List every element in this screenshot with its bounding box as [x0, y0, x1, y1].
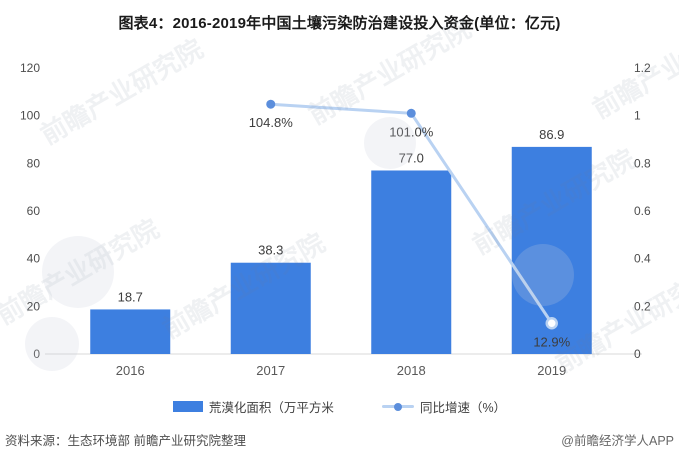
- bar-value-label-2019: 86.9: [539, 127, 564, 142]
- left-axis-tick-3: 60: [27, 204, 41, 218]
- right-axis-tick-0: 0: [634, 347, 641, 361]
- right-axis-tick-2: 0.4: [634, 252, 651, 266]
- bar-value-label-2016: 18.7: [118, 289, 143, 304]
- left-axis-tick-5: 100: [20, 109, 40, 123]
- left-axis-tick-0: 0: [33, 347, 40, 361]
- chart-title: 图表4：2016-2019年中国土壤污染防治建设投入资金(单位：亿元): [118, 15, 561, 32]
- category-label-2017: 2017: [256, 363, 285, 378]
- right-axis-tick-4: 0.8: [634, 156, 651, 170]
- category-label-2019: 2019: [537, 363, 566, 378]
- line-value-label-2019: 12.9%: [533, 334, 570, 349]
- bar-legend-swatch: [172, 401, 203, 412]
- bar-legend-label: 荒漠化面积（万平方米: [208, 401, 334, 415]
- legend-item-line: 同比增速（%）: [381, 397, 507, 416]
- line-legend-swatch: [381, 402, 414, 411]
- credit-text: @前瞻经济学人APP: [561, 434, 674, 448]
- left-axis-tick-4: 80: [27, 156, 41, 170]
- line-value-label-2018: 101.0%: [389, 124, 434, 139]
- category-label-2016: 2016: [116, 363, 145, 378]
- left-axis-tick-2: 40: [27, 252, 41, 266]
- category-label-2018: 2018: [397, 363, 426, 378]
- left-axis-tick-1: 20: [27, 299, 41, 313]
- line-marker-2017: [266, 99, 276, 109]
- bar-2017: [230, 262, 311, 354]
- line-marker-2019: [545, 317, 558, 330]
- footer: 资料来源：生态环境部 前瞻产业研究院整理 @前瞻经济学人APP: [5, 430, 674, 449]
- bar-value-label-2017: 38.3: [258, 243, 283, 258]
- right-axis-tick-3: 0.6: [634, 204, 651, 218]
- line-value-label-2017: 104.8%: [249, 115, 294, 130]
- bar-2016: [90, 309, 171, 354]
- right-axis-tick-1: 0.2: [634, 299, 651, 313]
- right-axis-tick-5: 1: [634, 109, 641, 123]
- line-marker-2018: [406, 108, 416, 118]
- bar-2018: [371, 170, 452, 354]
- left-axis-tick-6: 120: [20, 61, 40, 75]
- legend-item-bar: 荒漠化面积（万平方米: [172, 397, 334, 416]
- right-axis-tick-6: 1.2: [634, 61, 651, 75]
- line-legend-dot-icon: [393, 402, 402, 411]
- source-text: 资料来源：生态环境部 前瞻产业研究院整理: [5, 434, 246, 448]
- bar-value-label-2018: 77.0: [399, 150, 424, 165]
- legend: 荒漠化面积（万平方米 同比增速（%）: [0, 397, 679, 416]
- line-legend-label: 同比增速（%）: [419, 401, 507, 415]
